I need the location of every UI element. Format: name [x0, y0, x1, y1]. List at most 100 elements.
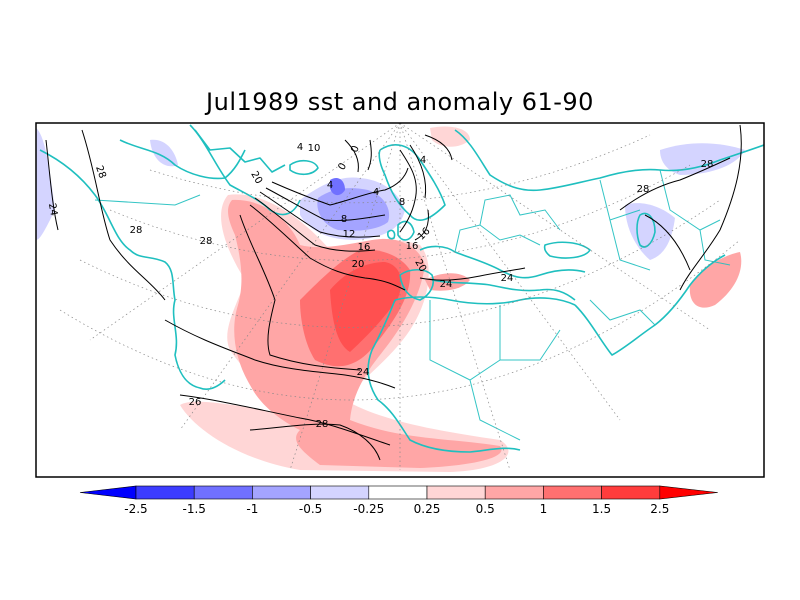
graticule-lon-7 [399, 123, 711, 331]
contour-24-atlantic [239, 214, 361, 371]
graticule [59, 123, 741, 471]
country-borders [94, 169, 731, 441]
border-europe-1 [454, 224, 541, 253]
contour-24-med [419, 267, 526, 281]
border-us-canada [94, 194, 201, 206]
contour-arctic-2 [409, 144, 427, 199]
contour-label: 8 [341, 214, 347, 225]
colorbar-segment [426, 485, 486, 500]
contour-0-north [344, 139, 372, 173]
contour-label: 24 [357, 367, 370, 378]
colorbar-tick-label: 0.5 [476, 502, 495, 516]
contour-label: 28 [637, 184, 650, 195]
contour-label: 4 [420, 155, 426, 166]
coast-greenland [189, 124, 301, 216]
cool-anomaly-west-edge [36, 128, 55, 240]
coast-iceland [289, 159, 319, 176]
border-europe-2 [479, 194, 561, 231]
coast-africa-north [394, 296, 576, 306]
colorbar-tick-label: 1.5 [592, 502, 611, 516]
contour-label: 16 [406, 241, 419, 252]
contour-label: 24 [501, 273, 514, 284]
contour-label: 28 [93, 164, 108, 180]
contour-4-north [271, 167, 409, 206]
contour-label: 4 [327, 180, 333, 191]
contour-label: 12 [343, 229, 356, 240]
colorbar-segment [543, 485, 602, 500]
colorbar: -2.5 -1.5 -1 -0.5 -0.25 0.25 0.5 1 1.5 2.5 [79, 485, 718, 516]
contour-label: 26 [189, 397, 202, 408]
contour-8-north [265, 187, 386, 221]
contour-28-south [249, 423, 381, 461]
colorbar-tick-label: 1 [540, 502, 548, 516]
contour-label: 28 [316, 419, 329, 430]
contour-label: 8 [399, 197, 405, 208]
coast-north-america [39, 149, 226, 390]
cool-anomaly-hudson [150, 139, 178, 167]
warm-anomaly-arabian [689, 252, 742, 308]
graticule-lat-3 [109, 164, 691, 261]
contour-arctic-3 [424, 134, 453, 161]
coast-europe [419, 245, 586, 279]
colorbar-segment [135, 485, 195, 500]
graticule-lat-2 [79, 199, 721, 328]
contour-label: 24 [46, 202, 59, 216]
coast-black-sea [543, 241, 591, 259]
plot-title: Jul1989 sst and anomaly 61-90 [206, 88, 594, 116]
border-mideast [589, 299, 656, 326]
colorbar-tick-label: -2.5 [124, 502, 147, 516]
coastlines [39, 124, 764, 453]
sst-contours [45, 124, 742, 461]
colorbar-segment [193, 485, 253, 500]
cool-anomaly-ne [660, 143, 745, 175]
colorbar-segment [252, 485, 311, 500]
coast-canada-arctic [194, 129, 286, 173]
warm-anomaly-shading [180, 126, 742, 472]
colorbar-tick-label: -0.25 [353, 502, 384, 516]
colorbar-segment [484, 485, 544, 500]
coast-caspian [636, 212, 656, 248]
cool-anomaly-strong-north [330, 178, 345, 196]
contour-arctic-1 [399, 149, 417, 233]
contour-16-atlantic [254, 197, 376, 252]
coast-british-isles [387, 220, 415, 241]
warm-anomaly-sahara [300, 423, 380, 446]
contour-28-atlantic [164, 319, 396, 389]
colorbar-segment [310, 485, 370, 500]
colorbar-segment [601, 485, 661, 500]
border-asia-2 [609, 219, 731, 271]
map-frame [35, 122, 765, 478]
colorbar-tick-label: 2.5 [650, 502, 669, 516]
coast-med [431, 279, 576, 301]
border-africa-2 [469, 329, 561, 441]
graticule-lon-5 [399, 123, 621, 421]
contour-label: 28 [200, 236, 213, 247]
contour-label: 16 [358, 242, 371, 253]
contour-label: 4 [373, 187, 379, 198]
colorbar-tick-label: 0.25 [414, 502, 441, 516]
graticule-lon-6 [89, 123, 401, 341]
contour-28-east-3 [644, 214, 691, 271]
coast-hudson [119, 139, 246, 180]
coast-iberia [399, 268, 435, 301]
contour-28-east-2 [679, 124, 742, 291]
contour-20-atlantic [249, 204, 406, 291]
contour-16-baltic [414, 209, 429, 241]
warm-anomaly-stronger [330, 262, 402, 352]
contour-label: 10 [308, 143, 321, 154]
contour-label: 28 [701, 159, 714, 170]
map-content: 28 24 28 28 20 12 16 20 8 4 4 8 16 16 20… [36, 123, 764, 472]
contour-label: 0 [336, 161, 349, 172]
colorbar-segment [368, 485, 428, 500]
colorbar-arrow-right [659, 485, 718, 500]
colorbar-arrow-left [79, 485, 137, 500]
colorbar-tick-label: -0.5 [299, 502, 322, 516]
contour-label: 0 [349, 144, 362, 154]
colorbar-tick-label: -1 [246, 502, 258, 516]
contour-label: 4 [297, 142, 303, 153]
cool-anomaly-east [625, 203, 675, 260]
colorbar-tick-label: -1.5 [182, 502, 205, 516]
coast-africa-west [367, 299, 521, 453]
contour-label: 24 [440, 279, 453, 290]
